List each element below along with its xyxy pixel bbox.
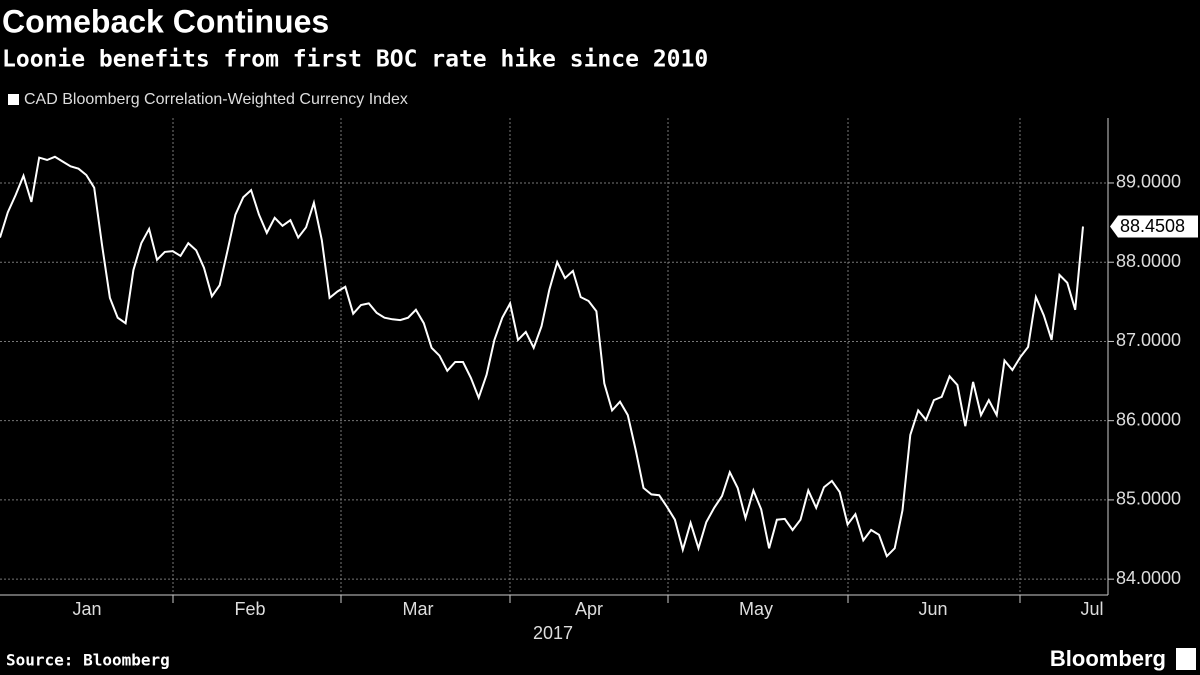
y-tick-label: 85.0000 (1116, 489, 1181, 509)
chart-subtitle: Loonie benefits from first BOC rate hike… (2, 47, 708, 73)
y-tick-label: 89.0000 (1116, 172, 1181, 192)
x-tick-label: Mar (403, 599, 434, 619)
y-tick-label: 84.0000 (1116, 568, 1181, 588)
x-tick-label: Feb (234, 599, 265, 619)
legend-swatch (8, 94, 19, 105)
brand: Bloomberg (1050, 646, 1166, 671)
x-tick-label: Jan (72, 599, 101, 619)
x-tick-label: Jun (918, 599, 947, 619)
brand-icon (1176, 648, 1196, 670)
y-tick-label: 86.0000 (1116, 409, 1181, 429)
last-value-label: 88.4508 (1120, 216, 1185, 236)
y-tick-label: 88.0000 (1116, 251, 1181, 271)
last-value-box (1110, 215, 1198, 238)
x-tick-label: Apr (575, 599, 603, 619)
x-tick-label: Jul (1080, 599, 1103, 619)
x-axis-label: 2017 (533, 623, 573, 643)
x-tick-label: May (739, 599, 773, 619)
chart-title: Comeback Continues (2, 3, 329, 39)
y-tick-label: 87.0000 (1116, 330, 1181, 350)
source: Source: Bloomberg (6, 651, 170, 670)
legend-label: CAD Bloomberg Correlation-Weighted Curre… (24, 91, 408, 108)
line-series (0, 155, 1084, 559)
